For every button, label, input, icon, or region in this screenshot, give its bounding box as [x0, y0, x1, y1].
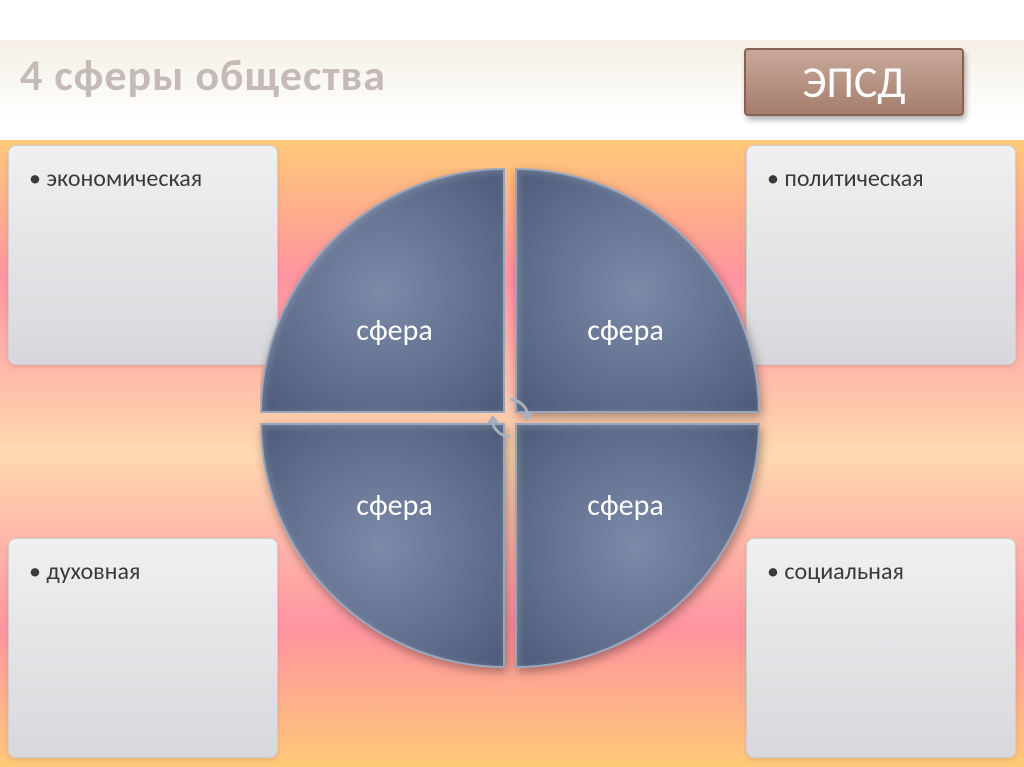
quadrant-label: сфера	[587, 312, 663, 349]
sphere-diagram: сфера сфера сфера сфера	[260, 168, 760, 668]
card-label: политическая	[767, 164, 995, 193]
card-label: духовная	[29, 557, 257, 586]
slide-title: 4 сферы общества	[20, 48, 386, 102]
card-social: социальная	[746, 538, 1016, 758]
quadrant-label: сфера	[587, 487, 663, 524]
card-label: экономическая	[29, 164, 257, 193]
badge-text: ЭПСД	[802, 55, 905, 109]
quadrant-label: сфера	[356, 312, 432, 349]
card-label: социальная	[767, 557, 995, 586]
quadrant-label: сфера	[356, 487, 432, 524]
quadrant-top-left: сфера	[260, 168, 505, 413]
quadrant-bottom-left: сфера	[260, 423, 505, 668]
card-spiritual: духовная	[8, 538, 278, 758]
cycle-arrows-icon	[485, 393, 535, 443]
quadrant-bottom-right: сфера	[515, 423, 760, 668]
card-economic: экономическая	[8, 145, 278, 365]
quadrant-top-right: сфера	[515, 168, 760, 413]
acronym-badge: ЭПСД	[744, 48, 964, 116]
card-political: политическая	[746, 145, 1016, 365]
